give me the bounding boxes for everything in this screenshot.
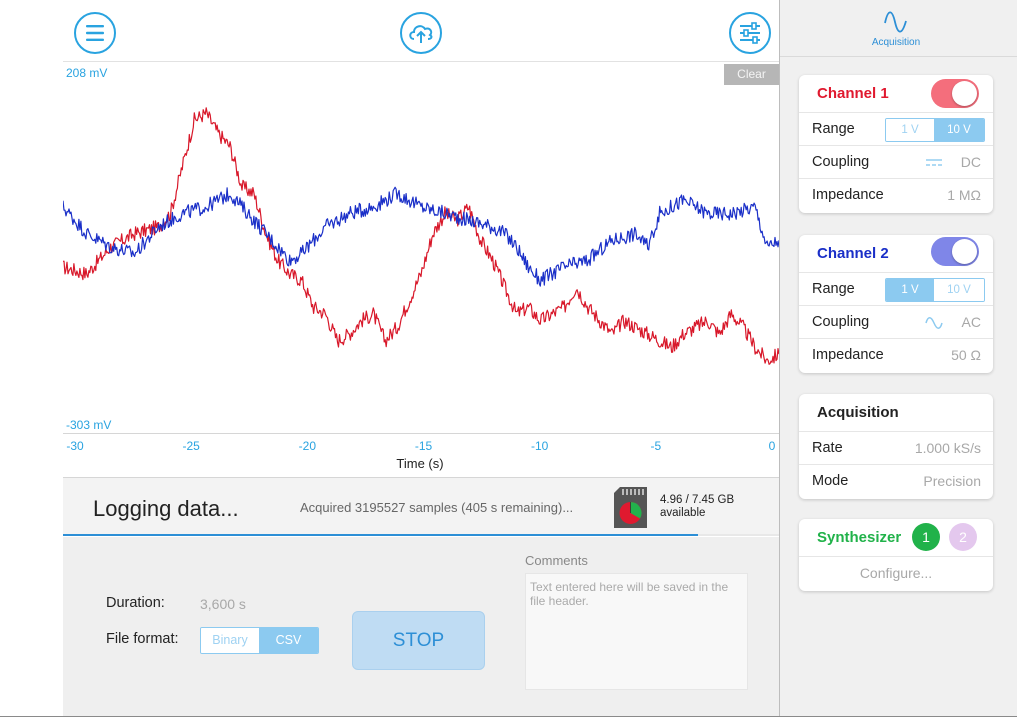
plot-divider <box>63 477 779 478</box>
acquisition-rate-label: Rate <box>812 440 843 456</box>
acquisition-mode-row[interactable]: Mode Precision <box>799 464 993 497</box>
x-tick-label: -15 <box>414 439 433 453</box>
bottom-border <box>0 716 1017 717</box>
clear-button[interactable]: Clear <box>724 64 779 85</box>
storage-available-label: available <box>660 507 706 519</box>
x-tick-label: 0 <box>768 439 776 453</box>
x-tick-label: -5 <box>650 439 662 453</box>
acquisition-mode-value: Precision <box>923 473 981 489</box>
x-tick-label: -20 <box>298 439 316 453</box>
channel-2-range-10v[interactable]: 10 V <box>934 279 984 301</box>
waveform-canvas <box>63 107 779 365</box>
synthesizer-2-button[interactable]: 2 <box>949 523 977 551</box>
tab-acquisition-label: Acquisition <box>871 37 921 48</box>
menu-button[interactable] <box>74 12 116 54</box>
channel-2-title: Channel 2 <box>817 245 889 262</box>
channel-2-range-row: Range 1 V 10 V <box>799 272 993 305</box>
logging-status-bar: Logging data... Acquired 3195527 samples… <box>63 478 779 536</box>
x-tick-label: -25 <box>182 439 200 453</box>
duration-value[interactable]: 3,600 s <box>200 596 246 612</box>
top-toolbar <box>63 0 779 62</box>
channel-2-coupling-row[interactable]: Coupling AC <box>799 305 993 338</box>
synthesizer-configure-row[interactable]: Configure... <box>799 556 993 589</box>
acquisition-title: Acquisition <box>817 404 899 421</box>
channel-2-range-1v[interactable]: 1 V <box>886 279 934 301</box>
comments-label: Comments <box>525 553 588 568</box>
file-format-selector: Binary CSV <box>200 627 319 654</box>
channel-1-card: Channel 1 Range 1 V 10 V Coupling DC <box>799 75 993 213</box>
channel-2-coupling-label: Coupling <box>812 314 870 330</box>
channel-2-trace <box>63 186 779 287</box>
x-axis-label: Time (s) <box>396 456 444 471</box>
acquisition-status: Acquired 3195527 samples (405 s remainin… <box>300 500 574 515</box>
logging-progress-fill <box>63 534 699 536</box>
format-csv-option[interactable]: CSV <box>259 628 318 653</box>
y-max-label: 208 mV <box>66 66 108 80</box>
side-panel: Acquisition Channel 1 Range 1 V 10 V Cou… <box>779 0 1017 716</box>
logging-progress-bar <box>63 534 779 536</box>
synthesizer-card: Synthesizer 1 2 Configure... <box>799 519 993 591</box>
channel-2-coupling-value: AC <box>961 314 981 330</box>
upload-button[interactable] <box>400 12 442 54</box>
channel-2-range-selector: 1 V 10 V <box>885 278 985 302</box>
channel-1-range-label: Range <box>812 121 855 137</box>
x-axis-line <box>63 433 779 434</box>
channel-1-impedance-label: Impedance <box>812 187 884 203</box>
storage-info: 4.96 / 7.45 GB available <box>660 494 734 520</box>
channel-2-impedance-row[interactable]: Impedance 50 Ω <box>799 338 993 371</box>
channel-1-range-selector: 1 V 10 V <box>885 118 985 142</box>
channel-2-card: Channel 2 Range 1 V 10 V Coupling AC Imp… <box>799 235 993 373</box>
channel-1-toggle[interactable] <box>931 79 979 108</box>
channel-1-coupling-row[interactable]: Coupling DC <box>799 145 993 178</box>
storage-used-total: 4.96 / 7.45 GB <box>660 494 735 506</box>
channel-1-impedance-value: 1 MΩ <box>947 187 981 203</box>
x-tick-label: -10 <box>530 439 549 453</box>
hamburger-menu-icon <box>86 25 104 41</box>
synthesizer-title: Synthesizer <box>817 529 902 546</box>
channel-1-trace <box>63 107 779 365</box>
cloud-upload-icon <box>409 25 433 43</box>
sd-card-icon <box>614 487 647 528</box>
x-tick-label: -30 <box>66 439 84 453</box>
synthesizer-configure-button[interactable]: Configure... <box>859 565 933 581</box>
channel-2-impedance-label: Impedance <box>812 347 884 363</box>
channel-2-impedance-value: 50 Ω <box>951 347 981 363</box>
channel-1-range-row: Range 1 V 10 V <box>799 112 993 145</box>
comments-input[interactable] <box>525 573 748 690</box>
channel-1-coupling-label: Coupling <box>812 154 870 170</box>
channel-1-impedance-row[interactable]: Impedance 1 MΩ <box>799 178 993 211</box>
channel-1-range-10v[interactable]: 10 V <box>934 119 984 141</box>
file-format-label: File format: <box>106 631 179 647</box>
synthesizer-1-button[interactable]: 1 <box>912 523 940 551</box>
dc-coupling-icon <box>926 159 942 166</box>
channel-1-title: Channel 1 <box>817 85 889 102</box>
logging-title: Logging data... <box>93 496 239 521</box>
channel-2-range-label: Range <box>812 281 855 297</box>
logging-controls: Duration: 3,600 s File format: Binary CS… <box>63 537 779 716</box>
y-min-label: -303 mV <box>66 418 112 432</box>
acquisition-rate-value: 1.000 kS/s <box>914 440 981 456</box>
channel-1-coupling-value: DC <box>960 154 981 170</box>
ac-coupling-icon <box>925 317 943 329</box>
acquisition-card: Acquisition Rate 1.000 kS/s Mode Precisi… <box>799 394 993 499</box>
sine-wave-icon <box>884 11 907 33</box>
sliders-icon <box>740 22 760 44</box>
acquisition-mode-label: Mode <box>812 473 849 489</box>
duration-label: Duration: <box>106 595 165 611</box>
toggle-knob <box>952 81 977 106</box>
toggle-knob <box>952 239 977 264</box>
stop-button[interactable]: STOP <box>352 611 485 670</box>
channel-2-toggle[interactable] <box>931 237 979 266</box>
channel-1-range-1v[interactable]: 1 V <box>886 119 934 141</box>
waveform-plot[interactable]: Clear 208 mV -303 mV <box>63 63 779 435</box>
format-binary-option[interactable]: Binary <box>201 628 259 653</box>
tab-acquisition[interactable]: Acquisition <box>780 0 1017 57</box>
settings-button[interactable] <box>729 12 771 54</box>
acquisition-rate-row[interactable]: Rate 1.000 kS/s <box>799 431 993 464</box>
